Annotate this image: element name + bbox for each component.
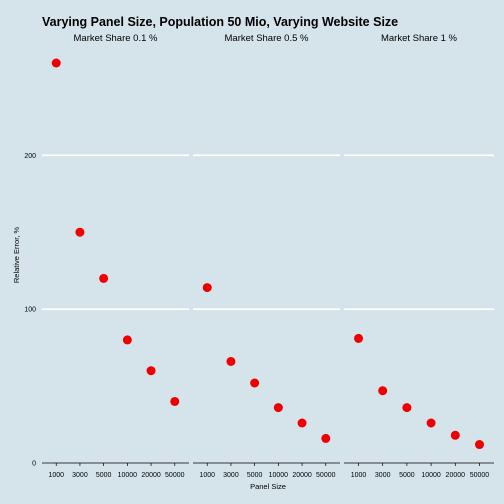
facet-panel: Market Share 0.1 % 1000 3000 5000 10000 20000…	[42, 33, 189, 479]
x-tick-label: 1000	[48, 472, 64, 479]
data-point	[427, 419, 436, 428]
data-point	[250, 379, 259, 388]
data-point	[354, 334, 363, 343]
data-point	[170, 397, 179, 406]
x-tick-label: 50000	[316, 472, 336, 479]
y-tick-label: 200	[24, 153, 36, 160]
x-tick-label: 50000	[470, 472, 490, 479]
facet-panel: Market Share 1 % 1000 3000 5000 10000 20000 50…	[344, 33, 494, 479]
data-point	[75, 228, 84, 237]
data-point	[451, 431, 460, 440]
data-point	[203, 283, 212, 292]
x-tick-label: 10000	[118, 472, 138, 479]
panel-title: Market Share 1 %	[381, 33, 458, 44]
facet-panel: Market Share 0.5 % 1000 3000 5000 10000 20000…	[193, 33, 340, 479]
panels-layer: 0 100 200 Market Share 0.1 % 1000 3000 5000 100…	[24, 33, 494, 479]
x-tick-label: 3000	[375, 472, 391, 479]
chart-title: Varying Panel Size, Population 50 Mio, V…	[42, 15, 398, 29]
x-tick-label: 1000	[199, 472, 215, 479]
data-point	[402, 403, 411, 412]
x-tick-label: 3000	[72, 472, 88, 479]
x-tick-label: 3000	[223, 472, 239, 479]
x-tick-label: 5000	[247, 472, 263, 479]
x-tick-label: 20000	[292, 472, 312, 479]
x-tick-label: 20000	[446, 472, 466, 479]
y-axis-label: Relative Error, %	[12, 227, 21, 284]
data-point	[226, 357, 235, 366]
data-point	[298, 419, 307, 428]
x-tick-label: 50000	[165, 472, 185, 479]
data-point	[378, 386, 387, 395]
x-tick-label: 10000	[269, 472, 289, 479]
x-axis-label: Panel Size	[250, 482, 286, 491]
data-point	[99, 274, 108, 283]
y-tick-label: 0	[32, 461, 36, 468]
y-tick-label: 100	[24, 307, 36, 314]
panel-title: Market Share 0.5 %	[225, 33, 310, 44]
panel-title: Market Share 0.1 %	[74, 33, 159, 44]
data-point	[274, 403, 283, 412]
x-tick-label: 1000	[351, 472, 367, 479]
data-point	[147, 366, 156, 375]
x-tick-label: 5000	[96, 472, 112, 479]
x-tick-label: 10000	[421, 472, 441, 479]
x-tick-label: 5000	[399, 472, 415, 479]
data-point	[475, 440, 484, 449]
data-point	[52, 59, 61, 68]
x-tick-label: 20000	[141, 472, 161, 479]
data-point	[321, 434, 330, 443]
data-point	[123, 335, 132, 344]
